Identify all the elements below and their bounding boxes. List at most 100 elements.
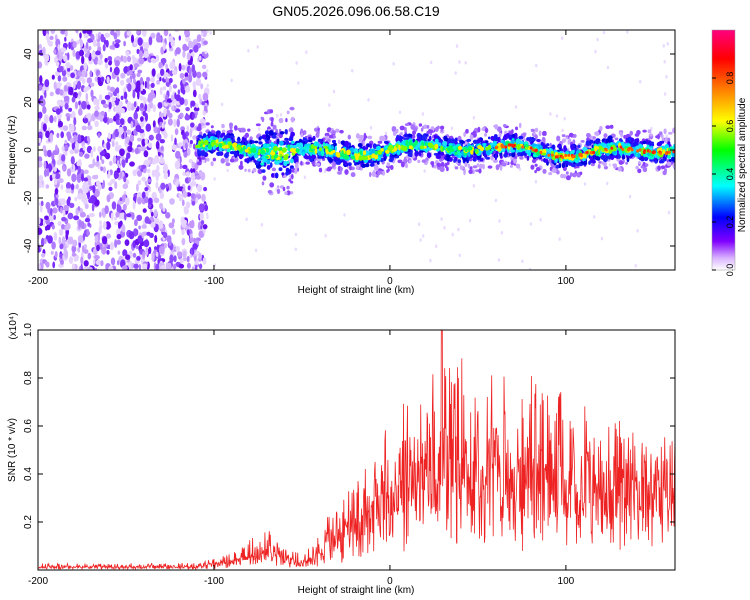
- spectrogram-noise-cell: [178, 263, 185, 269]
- spectrogram-noise-cell: [162, 207, 166, 212]
- spectrogram-noise-cell: [181, 64, 186, 71]
- spectrogram-signal-cell: [358, 155, 363, 161]
- spectrogram-noise-cell: [42, 30, 47, 37]
- spectrogram-signal-cell: [283, 154, 289, 161]
- spectrogram-noise-cell: [188, 177, 192, 183]
- spectrogram-signal-cell: [492, 159, 498, 163]
- spectrogram-signal-cell: [420, 127, 424, 132]
- spectrogram-noise-cell: [83, 117, 89, 124]
- spectrogram-signal-cell: [270, 121, 274, 127]
- spectrogram-noise-cell: [113, 171, 119, 179]
- spectrogram-signal-cell: [350, 172, 356, 178]
- spectrogram-signal-cell: [257, 168, 263, 175]
- spectrogram-noise-cell: [67, 196, 71, 202]
- spectrogram-noise-cell: [135, 245, 139, 250]
- spectrogram-noise-cell: [102, 117, 108, 123]
- spectrogram-signal-cell: [234, 156, 239, 162]
- spectrogram-noise-cell: [60, 47, 67, 53]
- spectrogram-noise-cell: [114, 216, 118, 221]
- spectrogram-signal-cell: [371, 171, 377, 177]
- spectrogram-noise-cell: [73, 185, 77, 190]
- spectrogram-noise-cell: [114, 39, 121, 44]
- spectrogram-signal-cell: [359, 150, 363, 156]
- spectrogram-noise-cell: [64, 30, 68, 37]
- spectrogram-faint-cell: [497, 258, 501, 262]
- spectrogram-signal-cell: [604, 154, 609, 160]
- spectrogram-noise-cell: [200, 171, 206, 181]
- spectrogram-peak-cell: [495, 145, 499, 149]
- spectrogram-noise-cell: [143, 51, 150, 58]
- spectrogram-noise-cell: [142, 110, 146, 117]
- spectrogram-signal-cell: [642, 140, 647, 145]
- spectrogram-noise-cell: [69, 149, 75, 155]
- spectrogram-noise-cell: [61, 216, 67, 222]
- spectrogram-signal-cell: [659, 160, 663, 164]
- spectrogram-noise-cell: [60, 259, 64, 265]
- spectrogram-faint-cell: [472, 184, 476, 188]
- spectrogram-signal-cell: [344, 169, 349, 175]
- spectrogram-signal-cell: [563, 145, 567, 151]
- spectrogram-peak-cell: [508, 143, 512, 147]
- spectrogram-signal-cell: [309, 148, 314, 152]
- spectrogram-noise-cell: [61, 69, 67, 77]
- spectrogram-signal-cell: [440, 145, 443, 151]
- spectrogram-noise-cell: [93, 254, 100, 260]
- spectrogram-noise-cell: [100, 166, 104, 172]
- spectrogram-noise-cell: [195, 103, 199, 109]
- spectrogram-signal-cell: [472, 165, 478, 169]
- spectrogram-noise-cell: [186, 125, 190, 132]
- spectrogram-signal-cell: [618, 131, 623, 135]
- spectrogram-signal-cell: [440, 161, 445, 168]
- snr-series: [38, 330, 675, 570]
- spectrogram-signal-cell: [444, 137, 449, 142]
- spectrogram-faint-cell: [206, 30, 209, 34]
- spectrogram-signal-cell: [589, 156, 594, 161]
- snr-xtick-label: 100: [558, 576, 575, 587]
- spectrogram-noise-cell: [53, 178, 58, 185]
- spectrogram-signal-cell: [658, 131, 663, 136]
- spectrogram-faint-cell: [518, 167, 522, 171]
- spectrogram-noise-cell: [198, 93, 202, 100]
- spectrogram-noise-cell: [109, 45, 115, 50]
- spectrogram-signal-cell: [216, 151, 222, 156]
- spectrogram-signal-cell: [215, 139, 219, 144]
- spectrogram-noise-cell: [127, 145, 133, 153]
- spectrogram-noise-cell: [57, 75, 62, 82]
- spectrogram-noise-cell: [122, 161, 126, 168]
- spectrogram-noise-cell: [146, 76, 151, 82]
- spectrogram-faint-cell: [555, 114, 559, 118]
- spectrogram-noise-cell: [187, 185, 191, 191]
- spectrogram-signal-cell: [318, 167, 323, 173]
- spectrogram-signal-cell: [255, 160, 259, 165]
- spectrogram-noise-cell: [165, 262, 170, 270]
- spectrogram-noise-cell: [132, 200, 136, 210]
- spectrogram-noise-cell: [53, 214, 56, 221]
- spectrogram-signal-cell: [663, 128, 667, 135]
- spectrogram-noise-cell: [55, 88, 61, 95]
- spectrogram-signal-cell: [196, 161, 202, 166]
- spectrogram-signal-cell: [197, 144, 201, 148]
- spectrogram-signal-cell: [446, 161, 450, 166]
- spectrogram-peak-cell: [510, 143, 514, 147]
- spectrogram-noise-cell: [146, 168, 151, 174]
- spectrogram-noise-cell: [165, 183, 169, 189]
- spectrogram-noise-cell: [186, 229, 190, 236]
- spectrogram-faint-cell: [260, 223, 264, 227]
- colorbar-gradient: [712, 30, 735, 270]
- spectrogram-noise-cell: [151, 169, 156, 178]
- spectrogram-noise-cell: [147, 178, 152, 183]
- spectrogram-noise-cell: [95, 33, 99, 40]
- spectrogram-signal-cell: [542, 132, 547, 136]
- spectrogram-noise-cell: [38, 111, 43, 119]
- spectrogram-noise-cell: [64, 249, 69, 259]
- spectrogram-faint-cell: [650, 126, 653, 131]
- spectrogram-noise-cell: [183, 98, 188, 106]
- spectrogram-noise-cell: [58, 178, 64, 184]
- spectrogram-signal-cell: [260, 162, 265, 166]
- spectrogram-signal-cell: [346, 149, 351, 156]
- spectrogram-noise-cell: [51, 152, 55, 161]
- spectrogram-signal-cell: [249, 139, 253, 145]
- spectrogram-noise-cell: [200, 219, 205, 226]
- spectrogram-noise-cell: [155, 218, 160, 225]
- spectrogram-noise-cell: [195, 77, 202, 87]
